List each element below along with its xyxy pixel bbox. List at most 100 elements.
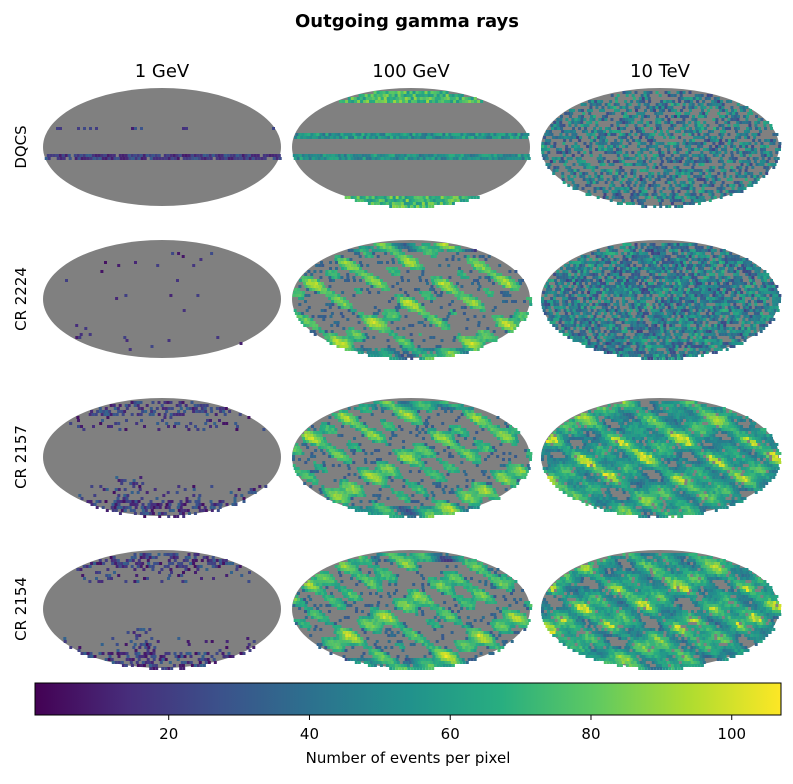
sky-pixel xyxy=(116,157,120,160)
sky-pixel xyxy=(715,270,719,273)
sky-pixel xyxy=(712,142,716,145)
sky-pixel xyxy=(646,297,650,300)
sky-pixel xyxy=(757,297,761,300)
sky-pixel xyxy=(479,309,483,312)
sky-pixel xyxy=(448,246,452,249)
sky-pixel xyxy=(367,133,371,136)
sky-pixel xyxy=(717,172,721,175)
sky-pixel xyxy=(517,285,521,288)
sky-pixel xyxy=(307,318,311,321)
sky-pixel xyxy=(388,333,392,336)
sky-pixel xyxy=(421,133,425,136)
sky-pixel xyxy=(683,291,687,294)
sky-pixel xyxy=(659,109,662,112)
sky-pixel xyxy=(319,285,323,288)
sky-pixel xyxy=(465,136,469,139)
sky-pixel xyxy=(699,199,703,202)
sky-pixel xyxy=(460,133,464,136)
sky-pixel xyxy=(612,130,615,133)
sky-pixel xyxy=(444,199,448,202)
sky-pixel xyxy=(772,166,776,169)
sky-pixel xyxy=(397,273,401,276)
sky-pixel xyxy=(661,306,665,309)
sky-pixel xyxy=(340,276,344,279)
sky-pixel xyxy=(407,279,410,282)
sky-pixel xyxy=(404,342,408,345)
sky-pixel xyxy=(402,264,406,267)
sky-pixel xyxy=(586,121,590,124)
sky-pixel xyxy=(588,264,592,267)
sky-pixel xyxy=(368,157,372,160)
sky-pixel xyxy=(134,261,137,264)
sky-pixel xyxy=(561,288,565,291)
sky-pixel xyxy=(736,270,740,273)
sky-pixel xyxy=(642,324,646,327)
sky-pixel xyxy=(601,306,605,309)
sky-pixel xyxy=(480,100,484,103)
sky-pixel xyxy=(360,351,364,354)
sky-pixel xyxy=(632,291,636,294)
sky-pixel xyxy=(298,294,302,297)
sky-pixel xyxy=(718,106,722,109)
sky-pixel xyxy=(349,258,353,261)
sky-pixel xyxy=(556,300,559,303)
sky-pixel xyxy=(182,309,186,312)
sky-pixel xyxy=(586,255,590,258)
sky-pixel xyxy=(650,127,653,130)
sky-pixel xyxy=(369,351,373,354)
sky-pixel xyxy=(463,300,466,303)
sky-pixel xyxy=(735,175,739,178)
sky-pixel xyxy=(643,306,647,309)
sky-pixel xyxy=(640,306,644,309)
sky-pixel xyxy=(372,321,376,324)
sky-pixel xyxy=(487,154,491,157)
sky-pixel xyxy=(599,109,602,112)
sky-pixel xyxy=(642,184,646,187)
sky-pixel xyxy=(310,285,314,288)
sky-pixel xyxy=(576,288,580,291)
sky-pixel xyxy=(601,145,605,148)
sky-pixel xyxy=(730,118,734,121)
sky-pixel xyxy=(466,303,470,306)
sky-pixel xyxy=(703,297,707,300)
sky-pixel xyxy=(333,321,337,324)
sky-pixel xyxy=(406,294,410,297)
sky-pixel xyxy=(640,243,644,246)
sky-pixel xyxy=(452,309,456,312)
sky-pixel xyxy=(378,351,382,354)
sky-pixel xyxy=(454,154,458,157)
sky-pixel xyxy=(621,169,625,172)
sky-pixel xyxy=(357,100,361,103)
sky-pixel xyxy=(456,351,460,354)
sky-pixel xyxy=(652,145,656,148)
sky-pixel xyxy=(79,154,83,157)
sky-pixel xyxy=(402,136,406,139)
sky-pixel xyxy=(484,333,488,336)
sky-pixel xyxy=(583,142,587,145)
sky-pixel xyxy=(397,94,401,97)
sky-pixel xyxy=(703,181,707,184)
sky-pixel xyxy=(569,267,572,270)
sky-pixel xyxy=(748,124,752,127)
sky-pixel xyxy=(567,330,571,333)
sky-pixel xyxy=(638,315,642,318)
sky-pixel xyxy=(544,303,548,306)
sky-pixel xyxy=(297,312,301,315)
sky-pixel xyxy=(453,100,457,103)
sky-pixel xyxy=(717,327,721,330)
sky-pixel xyxy=(589,148,592,151)
sky-pixel xyxy=(484,154,488,157)
sky-pixel xyxy=(431,279,434,282)
sky-pixel xyxy=(741,312,745,315)
sky-pixel xyxy=(474,345,478,348)
sky-pixel xyxy=(433,354,437,357)
sky-pixel xyxy=(629,315,633,318)
sky-pixel xyxy=(562,294,566,297)
sky-pixel xyxy=(594,324,598,327)
sky-pixel xyxy=(302,157,306,160)
sky-pixel xyxy=(577,258,581,261)
sky-pixel xyxy=(595,297,599,300)
sky-pixel xyxy=(561,175,565,178)
sky-pixel xyxy=(123,336,127,339)
sky-pixel xyxy=(736,276,740,279)
